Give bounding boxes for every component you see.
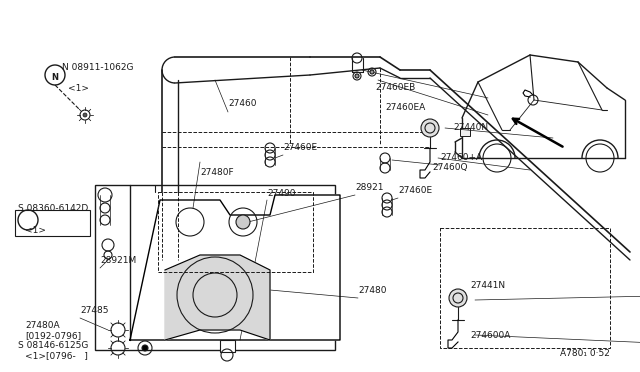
- Text: 27480A: 27480A: [25, 321, 60, 330]
- Text: 27480: 27480: [358, 286, 387, 295]
- Text: N 08911-1062G: N 08911-1062G: [62, 63, 134, 72]
- Text: 27480F: 27480F: [200, 168, 234, 177]
- Text: 27490: 27490: [267, 189, 296, 198]
- Text: <1>: <1>: [25, 226, 46, 235]
- Text: 27485: 27485: [80, 306, 109, 315]
- Text: 27460E: 27460E: [398, 186, 432, 195]
- Text: 27460EB: 27460EB: [375, 83, 415, 92]
- Bar: [440, 228, 610, 348]
- Text: [0192-0796]: [0192-0796]: [25, 331, 81, 340]
- Text: 27460+A: 27460+A: [440, 153, 482, 162]
- Text: 27460: 27460: [228, 99, 257, 108]
- Text: <1>: <1>: [68, 84, 89, 93]
- Circle shape: [421, 119, 439, 137]
- Circle shape: [355, 74, 359, 78]
- Text: 27441N: 27441N: [470, 281, 505, 290]
- Circle shape: [370, 70, 374, 74]
- Circle shape: [83, 113, 87, 117]
- Text: 27460E: 27460E: [283, 143, 317, 152]
- Bar: [95, 185, 335, 350]
- Text: 274600A: 274600A: [470, 331, 510, 340]
- Text: A780₁ 0·52: A780₁ 0·52: [560, 349, 610, 358]
- Bar: [15, 210, 90, 236]
- Text: S 08146-6125G: S 08146-6125G: [18, 341, 88, 350]
- Bar: [460, 128, 470, 136]
- Circle shape: [449, 289, 467, 307]
- Text: 28921M: 28921M: [100, 256, 136, 265]
- Polygon shape: [130, 195, 340, 340]
- Polygon shape: [165, 255, 270, 340]
- Text: N: N: [51, 74, 58, 83]
- Text: S: S: [25, 218, 31, 228]
- Text: 27460EA: 27460EA: [385, 103, 425, 112]
- Bar: [158, 192, 313, 272]
- Text: 27440N: 27440N: [453, 123, 488, 132]
- Text: S 08360-6142D: S 08360-6142D: [18, 204, 88, 213]
- Circle shape: [142, 345, 148, 351]
- Text: 27460Q: 27460Q: [432, 163, 467, 172]
- Text: 28921: 28921: [355, 183, 383, 192]
- Bar: [220, 340, 235, 352]
- Circle shape: [236, 215, 250, 229]
- Text: <1>[0796-   ]: <1>[0796- ]: [25, 351, 88, 360]
